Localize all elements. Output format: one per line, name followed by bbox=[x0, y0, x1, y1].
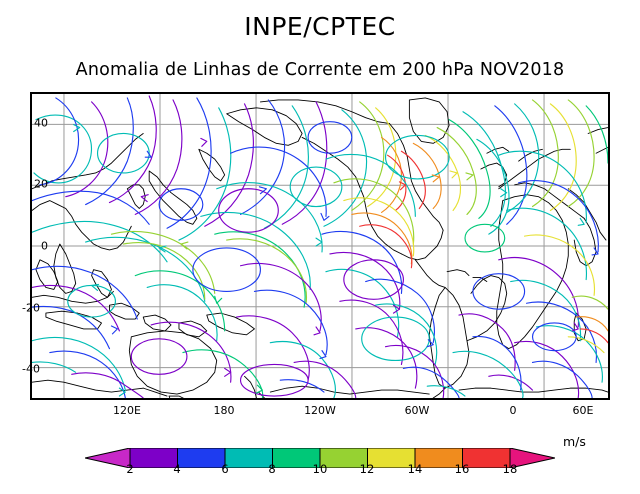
x-tick-120e: 120E bbox=[113, 404, 141, 417]
colorbar-tick-10: 10 bbox=[312, 462, 328, 476]
streamline-vortices bbox=[67, 121, 577, 397]
x-tick-180: 180 bbox=[213, 404, 235, 417]
x-tick-120w: 120W bbox=[304, 404, 336, 417]
streamlines-africa-indian bbox=[452, 99, 608, 398]
colorbar-tick-2: 2 bbox=[126, 462, 134, 476]
x-tick-60w: 60W bbox=[404, 404, 430, 417]
streamlines-west-pacific bbox=[32, 95, 264, 398]
y-tick-20: 20 bbox=[34, 177, 48, 191]
y-tick-0: 0 bbox=[41, 239, 48, 253]
colorbar-tick-12: 12 bbox=[359, 462, 375, 476]
chart-subtitle: Anomalia de Linhas de Corrente em 200 hP… bbox=[75, 60, 565, 80]
colorbar-tick-6: 6 bbox=[221, 462, 229, 476]
page-title: INPE/CPTEC bbox=[244, 12, 396, 41]
x-tick-0: 0 bbox=[509, 404, 517, 417]
colorbar-tick-14: 14 bbox=[407, 462, 423, 476]
wind-speed-colorbar bbox=[85, 448, 555, 468]
y-tick-minus40: -40 bbox=[22, 362, 40, 376]
colorbar-tick-8: 8 bbox=[268, 462, 276, 476]
y-tick-minus20: -20 bbox=[22, 301, 40, 315]
colorbar-units-label: m/s bbox=[563, 434, 586, 449]
streamline-arrowheads bbox=[73, 124, 599, 397]
global-streamline-anomaly-map: .cl{fill:none;stroke:#000;stroke-width:0… bbox=[30, 92, 610, 400]
colorbar-tick-16: 16 bbox=[454, 462, 470, 476]
y-tick-40: 40 bbox=[34, 116, 48, 130]
streamlines-south-atlantic bbox=[355, 278, 522, 398]
colorbar-tick-4: 4 bbox=[173, 462, 181, 476]
coastlines bbox=[32, 97, 608, 398]
colorbar-tick-18: 18 bbox=[502, 462, 518, 476]
x-tick-60e: 60E bbox=[572, 404, 594, 417]
